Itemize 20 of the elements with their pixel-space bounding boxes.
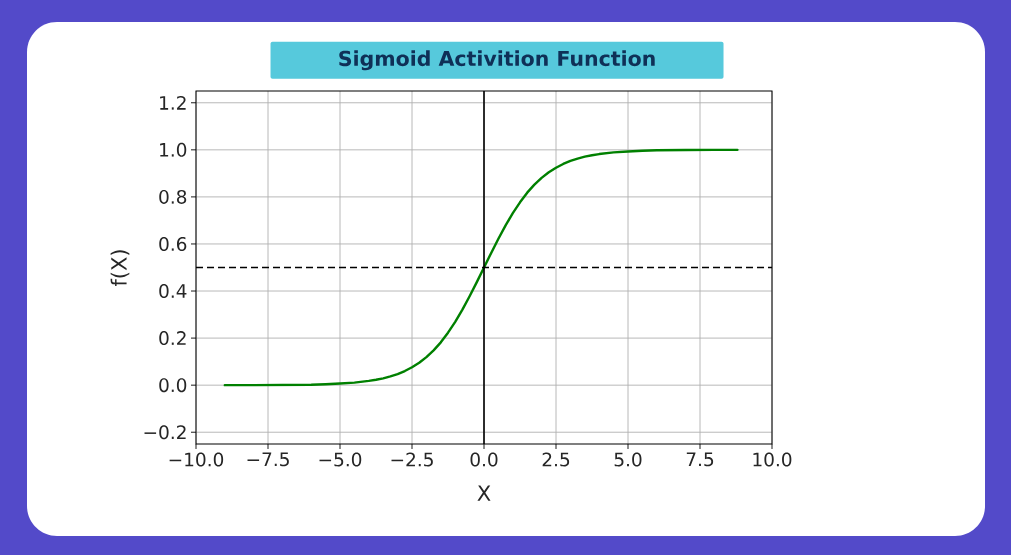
x-tick-label: −5.0 — [319, 452, 362, 467]
x-axis-title: X — [477, 485, 491, 501]
y-tick-label: 0.8 — [159, 189, 187, 204]
x-tick-label: −7.5 — [247, 452, 289, 467]
y-tick-label: 0.0 — [159, 378, 187, 393]
y-axis-title: f(X) — [110, 250, 130, 287]
x-tick-label: 10.0 — [753, 452, 792, 467]
x-tick-label: 7.5 — [686, 452, 714, 467]
chart-title: Sigmoid Activition Function — [339, 50, 655, 71]
x-tick-label: 0.0 — [470, 452, 498, 467]
y-tick-label: −0.2 — [144, 425, 186, 440]
y-tick-label: 0.4 — [159, 284, 187, 299]
x-tick-label: 5.0 — [614, 452, 642, 467]
x-tick-label: 2.5 — [542, 452, 570, 467]
y-tick-label: 1.2 — [160, 95, 186, 110]
x-tick-label: −10.0 — [169, 452, 224, 467]
x-tick-label: −2.5 — [391, 452, 433, 467]
y-tick-label: 0.6 — [159, 236, 187, 251]
y-tick-label: 0.2 — [159, 331, 186, 346]
y-tick-label: 1.0 — [160, 142, 187, 157]
